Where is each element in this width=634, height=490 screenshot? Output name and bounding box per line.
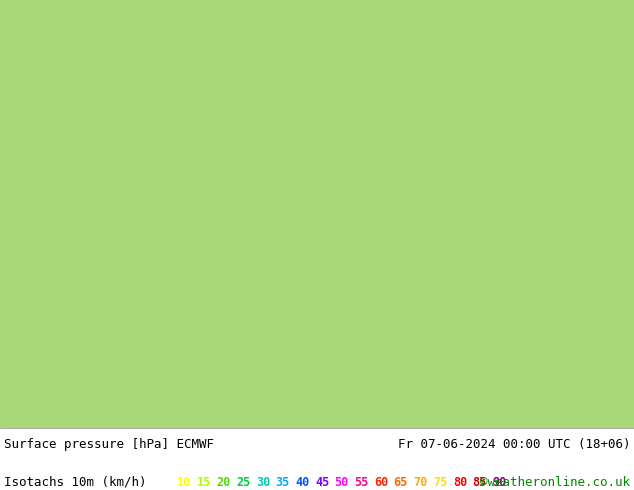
Text: 30: 30 <box>256 475 270 489</box>
Text: 20: 20 <box>216 475 231 489</box>
Text: 70: 70 <box>413 475 428 489</box>
Text: 55: 55 <box>354 475 368 489</box>
Text: ©weatheronline.co.uk: ©weatheronline.co.uk <box>480 475 630 489</box>
Text: 85: 85 <box>472 475 487 489</box>
Text: Isotachs 10m (km/h): Isotachs 10m (km/h) <box>4 475 146 489</box>
Text: Fr 07-06-2024 00:00 UTC (18+06): Fr 07-06-2024 00:00 UTC (18+06) <box>398 438 630 450</box>
Text: 35: 35 <box>276 475 290 489</box>
Text: 50: 50 <box>335 475 349 489</box>
Text: 15: 15 <box>197 475 211 489</box>
Text: 60: 60 <box>374 475 388 489</box>
Text: 65: 65 <box>394 475 408 489</box>
Text: 10: 10 <box>177 475 191 489</box>
Text: 80: 80 <box>453 475 467 489</box>
Text: 25: 25 <box>236 475 250 489</box>
Text: 45: 45 <box>315 475 329 489</box>
Text: 40: 40 <box>295 475 309 489</box>
Text: Surface pressure [hPa] ECMWF: Surface pressure [hPa] ECMWF <box>4 438 214 450</box>
Text: 90: 90 <box>492 475 507 489</box>
Text: 75: 75 <box>433 475 448 489</box>
